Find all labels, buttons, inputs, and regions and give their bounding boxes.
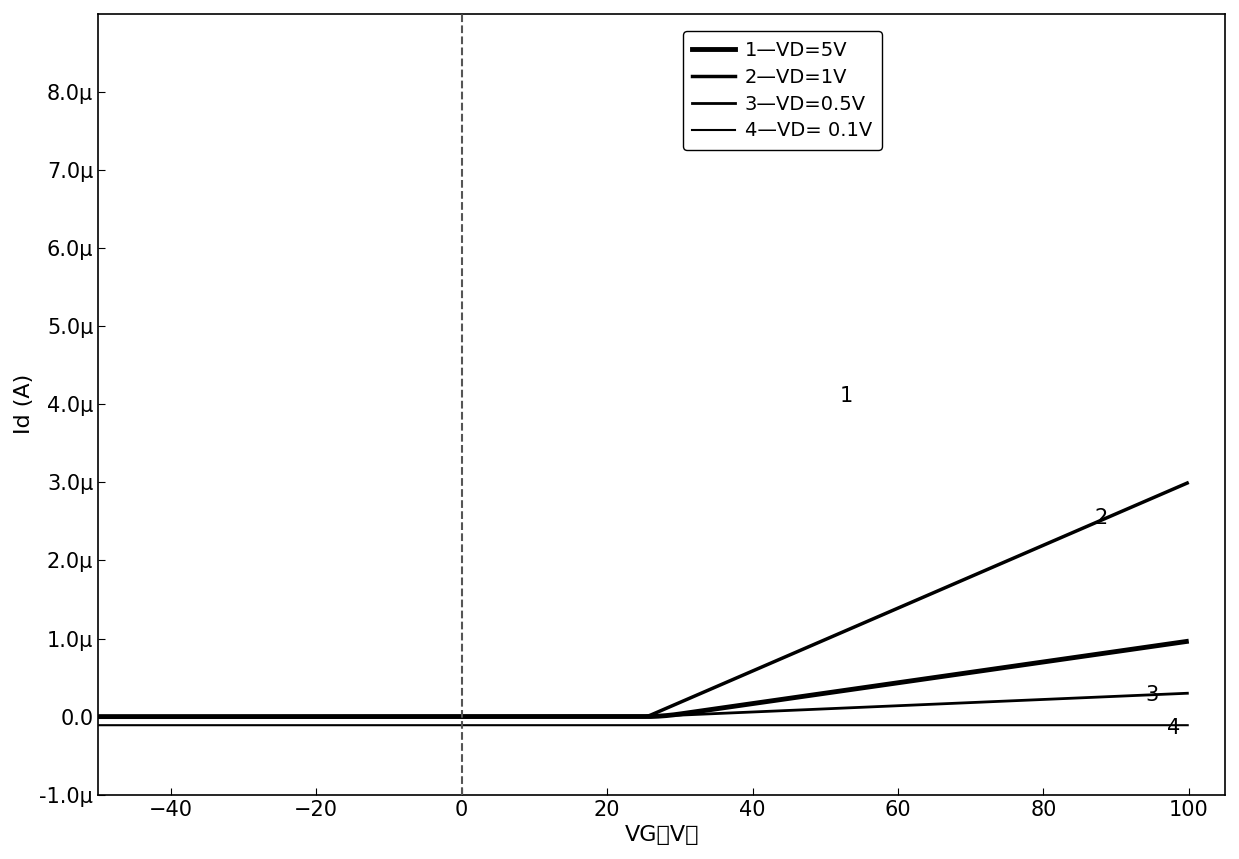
Text: 3: 3 — [1145, 685, 1158, 704]
Text: 2: 2 — [1094, 508, 1108, 527]
Text: 1: 1 — [840, 387, 852, 406]
Text: 4: 4 — [1167, 718, 1181, 739]
Legend: 1—VD=5V, 2—VD=1V, 3—VD=0.5V, 4—VD= 0.1V: 1—VD=5V, 2—VD=1V, 3—VD=0.5V, 4—VD= 0.1V — [683, 32, 882, 150]
X-axis label: VG（V）: VG（V） — [624, 825, 699, 845]
Y-axis label: Id (A): Id (A) — [14, 375, 33, 435]
